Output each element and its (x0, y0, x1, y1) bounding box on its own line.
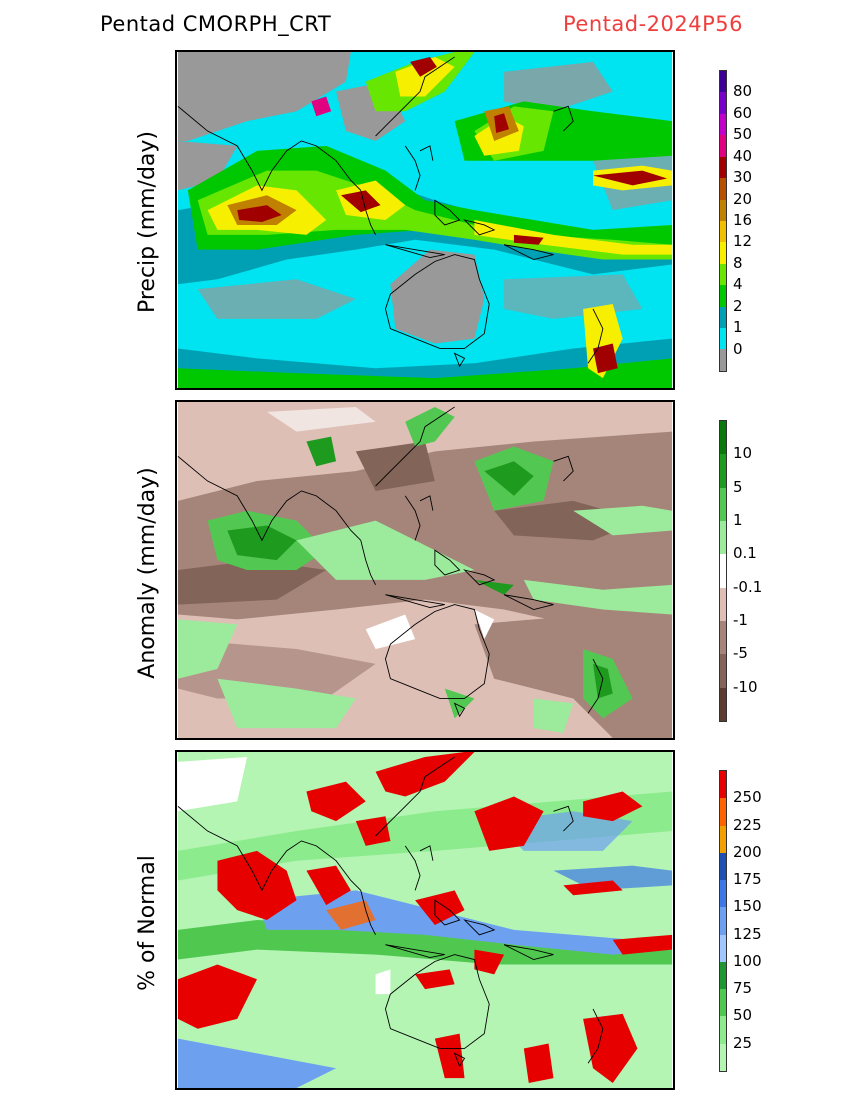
colorbar-swatch (720, 587, 726, 621)
colorbar-tick-label: 50 (733, 1006, 753, 1025)
colorbar-tick-label: 80 (733, 82, 753, 101)
colorbar-tick-label: 5 (733, 477, 743, 496)
colorbar-tick-label: 100 (733, 951, 762, 970)
colorbar-swatch (720, 771, 726, 799)
colorbar-swatch (720, 178, 726, 200)
colorbar-swatch (720, 306, 726, 329)
colorbar-swatch (720, 798, 726, 826)
colorbar-tick-label: 200 (733, 842, 762, 861)
colorbar-tick-label: 225 (733, 815, 762, 834)
colorbar-swatch (720, 349, 726, 371)
anomaly-map (175, 400, 675, 740)
colorbar-swatch (720, 113, 726, 136)
colorbar-tick-label: 175 (733, 870, 762, 889)
colorbar-swatch (720, 989, 726, 1017)
left-title: Pentad CMORPH_CRT (100, 12, 332, 36)
colorbar-swatch (720, 654, 726, 688)
colorbar-tick-label: 30 (733, 168, 753, 187)
colorbar-swatch (720, 328, 726, 350)
percent-colorbar (719, 770, 727, 1072)
colorbar-swatch (720, 263, 726, 286)
colorbar-tick-label: 20 (733, 189, 753, 208)
colorbar-tick-label: 125 (733, 924, 762, 943)
colorbar-tick-label: 16 (733, 211, 753, 229)
colorbar-tick-label: -0.1 (733, 577, 763, 596)
colorbar-tick-label: 25 (733, 1033, 753, 1052)
colorbar-swatch (720, 156, 726, 179)
colorbar-swatch (720, 242, 726, 264)
colorbar-swatch (720, 554, 726, 588)
colorbar-swatch (720, 487, 726, 521)
colorbar-tick-label: -10 (733, 677, 758, 696)
colorbar-swatch (720, 880, 726, 908)
colorbar-swatch (720, 852, 726, 881)
colorbar-swatch (720, 825, 726, 853)
colorbar-swatch (720, 620, 726, 655)
precip-colorbar (719, 70, 727, 372)
colorbar-tick-label: 50 (733, 125, 753, 144)
colorbar-swatch (720, 199, 726, 221)
colorbar-swatch (720, 135, 726, 157)
colorbar-tick-label: 1 (733, 318, 743, 337)
anomaly-colorbar (719, 420, 727, 722)
colorbar-swatch (720, 934, 726, 962)
colorbar-tick-label: 12 (733, 232, 753, 251)
right-title: Pentad-2024P56 (563, 12, 743, 36)
anomaly-ylabel: Anomaly (mm/day) (135, 467, 160, 679)
colorbar-swatch (720, 421, 726, 455)
colorbar-swatch (720, 907, 726, 935)
colorbar-tick-label: 40 (733, 146, 753, 165)
precip-ylabel: Precip (mm/day) (135, 130, 160, 314)
colorbar-swatch (720, 520, 726, 555)
percent-map (175, 750, 675, 1090)
colorbar-swatch (720, 687, 726, 721)
colorbar-tick-label: -1 (733, 611, 748, 629)
colorbar-tick-label: 4 (733, 275, 743, 294)
precip-map (175, 50, 675, 390)
colorbar-tick-label: 10 (733, 444, 753, 463)
colorbar-tick-label: 75 (733, 979, 753, 998)
colorbar-tick-label: 250 (733, 788, 762, 807)
colorbar-swatch (720, 454, 726, 488)
colorbar-swatch (720, 1043, 726, 1071)
colorbar-tick-label: 150 (733, 897, 762, 916)
colorbar-tick-label: -5 (733, 644, 748, 663)
colorbar-tick-label: 60 (733, 103, 753, 122)
colorbar-tick-label: 2 (733, 296, 743, 315)
colorbar-swatch (720, 92, 726, 114)
colorbar-swatch (720, 285, 726, 307)
colorbar-swatch (720, 961, 726, 990)
colorbar-swatch (720, 220, 726, 243)
colorbar-tick-label: 8 (733, 253, 743, 272)
colorbar-swatch (720, 1016, 726, 1044)
colorbar-tick-label: 1 (733, 511, 743, 529)
colorbar-tick-label: 0 (733, 339, 743, 358)
colorbar-swatch (720, 71, 726, 93)
colorbar-tick-label: 0.1 (733, 544, 757, 563)
percent-ylabel: % of Normal (135, 855, 160, 991)
